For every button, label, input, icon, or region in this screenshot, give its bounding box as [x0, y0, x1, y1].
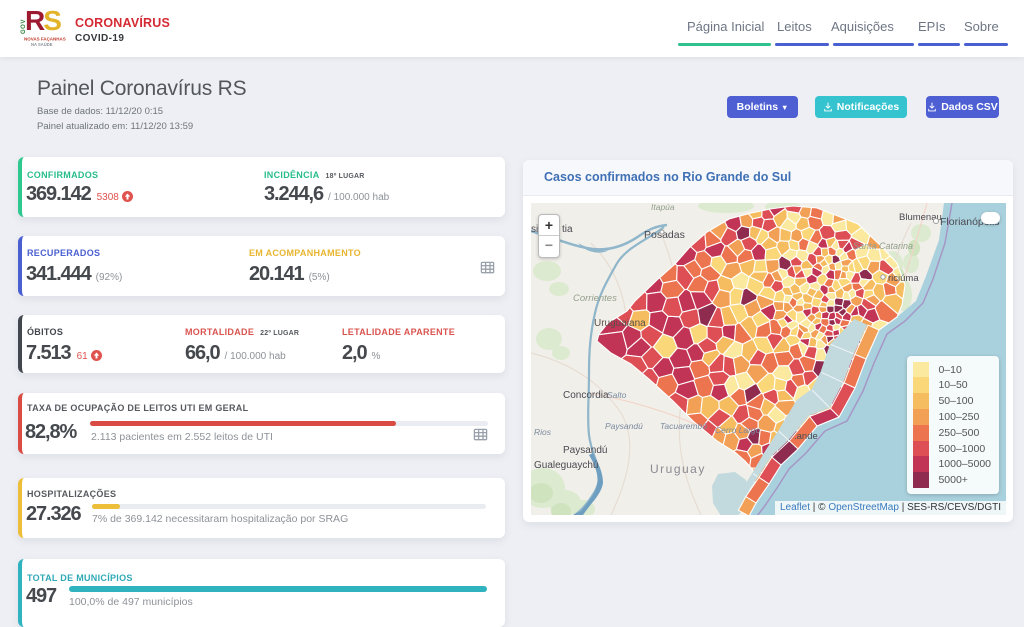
svg-text:Blumenau: Blumenau	[899, 212, 942, 223]
svg-text:Posadas: Posadas	[644, 229, 685, 241]
svg-text:Salto: Salto	[607, 390, 627, 400]
svg-text:Uruguaiana: Uruguaiana	[594, 318, 646, 329]
svg-text:si: si	[531, 224, 538, 235]
svg-text:tia: tia	[562, 224, 573, 235]
svg-text:Paysandú: Paysandú	[563, 445, 607, 456]
svg-text:.ande: .ande	[794, 431, 818, 442]
svg-text:Corrientes: Corrientes	[573, 293, 617, 304]
svg-text:Tacuarembó: Tacuarembó	[660, 421, 707, 431]
svg-text:Uruguay: Uruguay	[650, 462, 706, 476]
svg-text:Gualeguaychú: Gualeguaychú	[534, 460, 599, 471]
svg-text:Santa Catarina: Santa Catarina	[853, 241, 913, 251]
svg-text:riciúma: riciúma	[888, 273, 919, 284]
svg-text:Paysandú: Paysandú	[605, 421, 643, 431]
svg-text:Itapúa: Itapúa	[651, 203, 675, 212]
svg-text:Concordia: Concordia	[563, 390, 609, 401]
svg-text:Cerro Largo: Cerro Largo	[715, 425, 761, 435]
svg-text:Rios: Rios	[534, 427, 552, 437]
